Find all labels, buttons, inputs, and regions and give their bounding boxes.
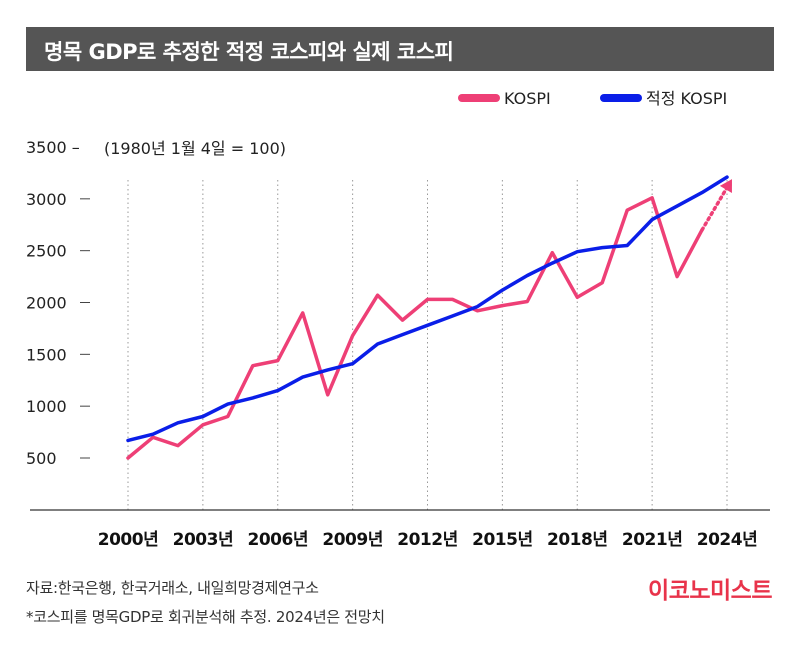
legend-label: KOSPI (504, 89, 551, 108)
x-tick-label: 2000년 (98, 530, 158, 550)
y-tick-label: 3000 (26, 190, 67, 209)
y-tick-label: 1000 (26, 397, 67, 416)
axes: 2000년 2003년 2006년 2009년 2012년 2015년 2018년 2021년… (26, 138, 770, 550)
x-tick-label: 2009년 (322, 530, 382, 550)
x-tick-label: 2006년 (248, 530, 308, 550)
line-chart: KOSPI 적정 KOSPI 2000년 2003년 2006년 2009년 2012년 2… (26, 89, 770, 550)
x-tick-label: 2021년 (622, 530, 682, 550)
chart-title: 명목 GDP로 추정한 적정 코스피와 실제 코스피 (44, 40, 454, 64)
y-tick-label: 3500 – (26, 138, 80, 157)
x-tick-label: 2018년 (547, 530, 607, 550)
series-projection-kospi (700, 185, 730, 232)
y-tick-label: 2000 (26, 294, 67, 313)
x-tick-label: 2003년 (173, 530, 233, 550)
x-tick-label: 2024년 (697, 530, 757, 550)
x-tick-label: 2012년 (397, 530, 457, 550)
legend-item-kospi: KOSPI (458, 89, 551, 108)
legend-label: 적정 KOSPI (646, 89, 727, 108)
brand-logo: 이코노미스트 (648, 578, 772, 604)
y-tick-label: 500 (26, 449, 57, 468)
series-line-fair-kospi (126, 175, 729, 443)
projection-arrowhead (719, 179, 732, 194)
grid-lines (127, 180, 728, 510)
source-text: 자료:한국은행, 한국거래소, 내일희망경제연구소 (26, 579, 319, 597)
legend-item-fair-kospi: 적정 KOSPI (600, 89, 727, 108)
legend: KOSPI 적정 KOSPI (458, 89, 727, 108)
y-axis-label: (1980년 1월 4일 = 100) (104, 139, 286, 158)
title-bar: 명목 GDP로 추정한 적정 코스피와 실제 코스피 (26, 27, 774, 71)
series-layer (126, 175, 732, 460)
y-tick-label: 1500 (26, 345, 67, 364)
y-tick-label: 2500 (26, 242, 67, 261)
series-line-kospi (126, 196, 704, 460)
footnote-text: *코스피를 명목GDP로 회귀분석해 추정. 2024년은 전망치 (26, 608, 385, 626)
x-tick-label: 2015년 (472, 530, 532, 550)
